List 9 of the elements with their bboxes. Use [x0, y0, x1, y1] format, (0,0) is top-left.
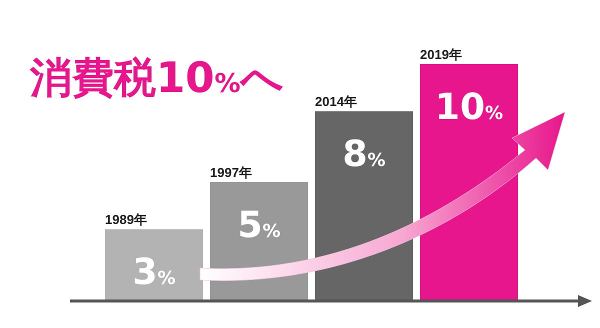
x-tick-label: 2014年	[315, 94, 357, 110]
data-label: 5%	[237, 205, 281, 246]
x-tick-label: 1997年	[210, 165, 252, 180]
x-tick-label: 2019年	[420, 47, 462, 62]
x-tick-label: 1989年	[105, 212, 147, 228]
data-label: 10%	[434, 87, 504, 128]
chart-title: 消費税10%へ	[29, 53, 284, 102]
data-label: 3%	[132, 252, 176, 294]
data-label: 8%	[342, 134, 386, 176]
